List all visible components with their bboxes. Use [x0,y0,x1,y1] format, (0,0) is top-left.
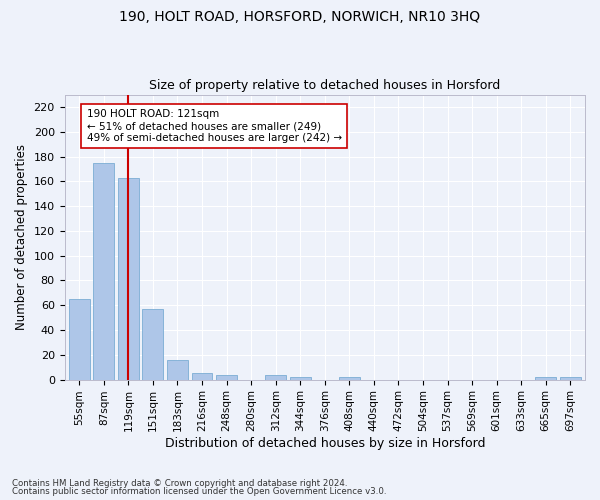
Bar [535,377,556,380]
Bar [216,374,237,380]
Text: 190 HOLT ROAD: 121sqm
← 51% of detached houses are smaller (249)
49% of semi-det: 190 HOLT ROAD: 121sqm ← 51% of detached … [86,110,342,142]
Bar [69,299,89,380]
Bar [290,377,311,380]
Bar [265,374,286,380]
Bar [560,377,581,380]
X-axis label: Distribution of detached houses by size in Horsford: Distribution of detached houses by size … [164,437,485,450]
Text: 190, HOLT ROAD, HORSFORD, NORWICH, NR10 3HQ: 190, HOLT ROAD, HORSFORD, NORWICH, NR10 … [119,10,481,24]
Bar [339,377,360,380]
Y-axis label: Number of detached properties: Number of detached properties [15,144,28,330]
Bar [167,360,188,380]
Bar [94,162,114,380]
Bar [118,178,139,380]
Title: Size of property relative to detached houses in Horsford: Size of property relative to detached ho… [149,79,500,92]
Bar [191,374,212,380]
Bar [142,309,163,380]
Text: Contains public sector information licensed under the Open Government Licence v3: Contains public sector information licen… [12,487,386,496]
Text: Contains HM Land Registry data © Crown copyright and database right 2024.: Contains HM Land Registry data © Crown c… [12,478,347,488]
